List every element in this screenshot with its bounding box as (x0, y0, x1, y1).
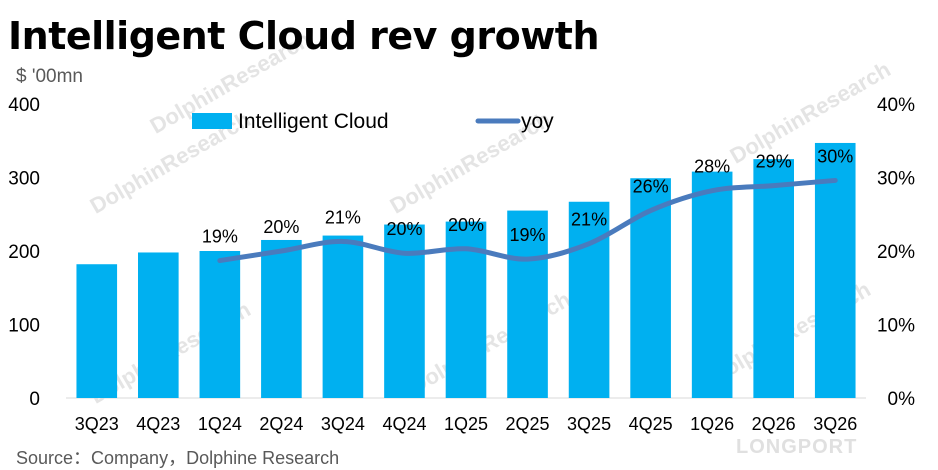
y-left-tick-label: 300 (8, 169, 40, 190)
x-tick-label: 2Q24 (259, 414, 303, 434)
source-note: Source：Company，Dolphine Research (16, 448, 340, 468)
bar (507, 210, 548, 398)
bar (76, 264, 118, 398)
bar (814, 142, 856, 398)
yoy-data-label: 30% (817, 146, 853, 166)
yoy-data-label: 21% (325, 207, 361, 227)
legend-label-bar: Intelligent Cloud (238, 110, 389, 133)
x-tick-label: 2Q26 (752, 414, 796, 434)
bar (753, 159, 794, 398)
x-tick-label: 3Q24 (321, 414, 365, 434)
y-left-tick-label: 200 (8, 242, 40, 263)
y-right-tick-label: 40% (877, 95, 915, 116)
yoy-data-label: 26% (633, 177, 669, 197)
x-tick-label: 3Q25 (567, 414, 611, 434)
x-tick-label: 1Q25 (444, 414, 488, 434)
x-tick-label: 4Q24 (382, 414, 426, 434)
bar (199, 251, 241, 398)
unit-label: $ '00mn (16, 66, 84, 87)
y-left-tick-label: 0 (29, 389, 40, 410)
y-right-tick-label: 30% (877, 169, 915, 190)
yoy-data-label: 19% (510, 225, 546, 245)
yoy-data-label: 20% (448, 215, 484, 235)
y-right-tick-label: 10% (877, 316, 915, 337)
yoy-data-label: 28% (694, 157, 730, 177)
yoy-data-label: 20% (263, 217, 299, 237)
y-left-tick-label: 400 (8, 95, 40, 116)
x-tick-label: 3Q23 (75, 414, 119, 434)
x-tick-label: 2Q25 (506, 414, 550, 434)
bar (261, 239, 302, 398)
x-tick-label: 4Q23 (136, 414, 180, 434)
chart-title: Intelligent Cloud rev growth (8, 14, 600, 58)
yoy-line (217, 177, 838, 264)
bar (691, 171, 733, 398)
x-tick-label: 1Q24 (198, 414, 242, 434)
yoy-data-label: 19% (202, 227, 238, 247)
bar (138, 252, 179, 398)
x-tick-label: 1Q26 (690, 414, 734, 434)
x-tick-label: 4Q25 (629, 414, 673, 434)
y-right-tick-label: 20% (877, 242, 915, 263)
legend-swatch-bar (192, 113, 232, 129)
y-right-tick-label: 0% (888, 389, 916, 410)
yoy-data-label: 20% (386, 219, 422, 239)
bar (568, 201, 610, 398)
legend-label-line: yoy (521, 110, 554, 133)
y-left-tick-label: 100 (8, 316, 40, 337)
x-tick-label: 3Q26 (813, 414, 857, 434)
bar (322, 235, 364, 398)
longport-logo: LONGPORT (736, 436, 858, 458)
yoy-data-label: 21% (571, 210, 607, 230)
yoy-data-label: 29% (756, 152, 792, 172)
